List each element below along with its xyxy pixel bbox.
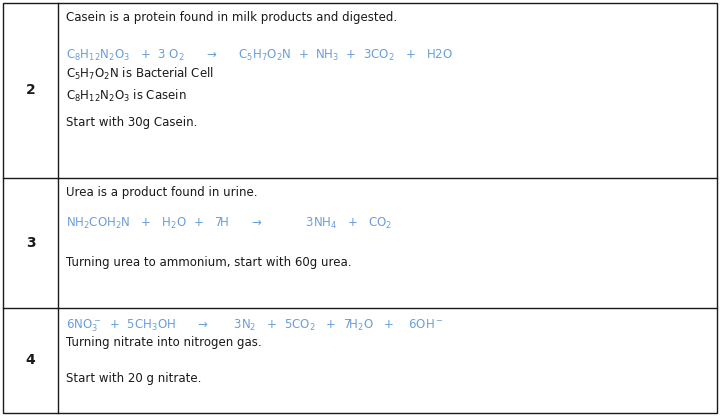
Text: C$_5$H$_7$O$_2$N is Bacterial Cell: C$_5$H$_7$O$_2$N is Bacterial Cell [66, 66, 214, 82]
Text: Start with 20 g nitrate.: Start with 20 g nitrate. [66, 372, 202, 385]
Text: 2: 2 [26, 84, 35, 97]
Text: Casein is a protein found in milk products and digested.: Casein is a protein found in milk produc… [66, 11, 397, 24]
Text: 4: 4 [26, 354, 35, 367]
Text: C$_8$H$_{12}$N$_2$O$_3$   +  3 O$_2$      →      C$_5$H$_7$O$_2$N  +  NH$_3$  + : C$_8$H$_{12}$N$_2$O$_3$ + 3 O$_2$ → C$_5… [66, 48, 453, 63]
Text: 6NO$^-_3$  +  5CH$_3$OH      →       3N$_2$   +  5CO$_2$   +  7H$_2$O   +    6OH: 6NO$^-_3$ + 5CH$_3$OH → 3N$_2$ + 5CO$_2$… [66, 318, 444, 334]
Text: 3: 3 [26, 236, 35, 250]
Text: Turning urea to ammonium, start with 60g urea.: Turning urea to ammonium, start with 60g… [66, 256, 351, 269]
Text: Start with 30g Casein.: Start with 30g Casein. [66, 116, 197, 129]
Text: C$_8$H$_{12}$N$_2$O$_3$ is Casein: C$_8$H$_{12}$N$_2$O$_3$ is Casein [66, 88, 186, 104]
Text: Turning nitrate into nitrogen gas.: Turning nitrate into nitrogen gas. [66, 336, 261, 349]
Text: Urea is a product found in urine.: Urea is a product found in urine. [66, 186, 258, 199]
Text: NH$_2$COH$_2$N   +   H$_2$O  +   7H      →            3NH$_4$   +   CO$_2$: NH$_2$COH$_2$N + H$_2$O + 7H → 3NH$_4$ +… [66, 216, 392, 231]
